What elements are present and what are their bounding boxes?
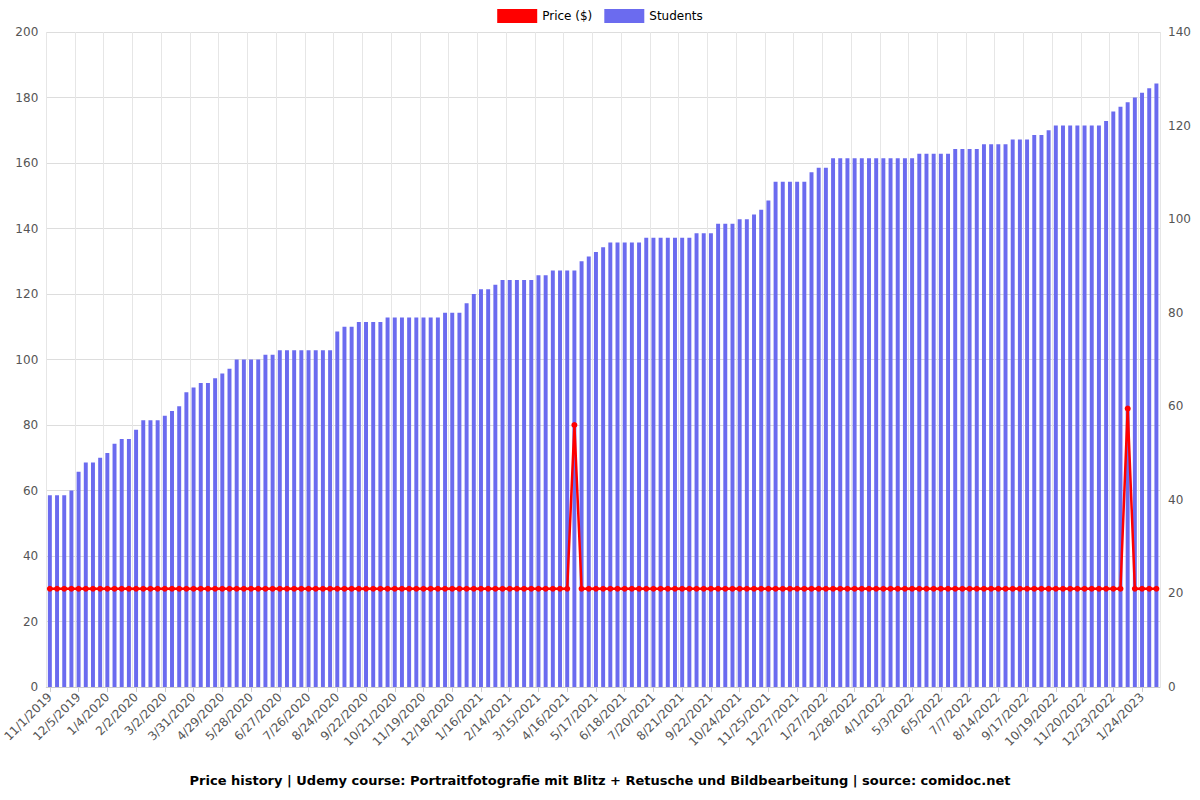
svg-text:9/22/2021: 9/22/2021 — [662, 690, 716, 744]
svg-text:40: 40 — [23, 549, 38, 563]
svg-text:3/15/2021: 3/15/2021 — [490, 690, 544, 744]
svg-text:2/2/2020: 2/2/2020 — [93, 690, 141, 738]
svg-text:7/20/2021: 7/20/2021 — [605, 690, 659, 744]
svg-text:3/31/2020: 3/31/2020 — [145, 690, 199, 744]
svg-text:11/19/2020: 11/19/2020 — [369, 690, 429, 749]
svg-text:140: 140 — [15, 222, 38, 236]
svg-text:5/3/2022: 5/3/2022 — [869, 690, 918, 738]
svg-text:7/26/2020: 7/26/2020 — [260, 690, 314, 744]
svg-text:4/29/2020: 4/29/2020 — [173, 690, 228, 744]
svg-text:5/17/2021: 5/17/2021 — [547, 690, 601, 744]
svg-text:4/16/2021: 4/16/2021 — [518, 690, 573, 744]
svg-text:8/21/2021: 8/21/2021 — [633, 690, 688, 744]
svg-text:Price history | Udemy course:: Price history | Udemy course: Portraitfo… — [190, 773, 1011, 788]
svg-text:2/28/2022: 2/28/2022 — [806, 690, 860, 744]
svg-text:100: 100 — [15, 353, 38, 367]
svg-text:1/27/2022: 1/27/2022 — [777, 690, 831, 744]
svg-text:0: 0 — [1168, 680, 1176, 694]
svg-text:6/27/2020: 6/27/2020 — [231, 690, 285, 744]
svg-text:9/17/2022: 9/17/2022 — [978, 690, 1032, 744]
svg-text:100: 100 — [1168, 212, 1191, 226]
svg-text:Students: Students — [649, 9, 703, 23]
svg-text:10/21/2020: 10/21/2020 — [341, 690, 400, 749]
svg-text:0: 0 — [31, 680, 39, 694]
svg-text:10/24/2021: 10/24/2021 — [685, 690, 745, 749]
svg-text:60: 60 — [23, 484, 38, 498]
svg-text:20: 20 — [1168, 586, 1183, 600]
svg-text:140: 140 — [1168, 25, 1191, 39]
svg-text:10/19/2022: 10/19/2022 — [1002, 690, 1061, 749]
svg-text:12/23/2022: 12/23/2022 — [1059, 690, 1119, 749]
svg-text:200: 200 — [15, 25, 38, 39]
svg-text:2/14/2021: 2/14/2021 — [461, 690, 515, 744]
svg-text:20: 20 — [23, 615, 38, 629]
svg-text:1/4/2020: 1/4/2020 — [64, 690, 113, 738]
svg-text:6/5/2022: 6/5/2022 — [897, 690, 946, 738]
svg-text:12/18/2020: 12/18/2020 — [398, 690, 458, 749]
svg-text:Price ($): Price ($) — [542, 9, 592, 23]
svg-text:1/24/2023: 1/24/2023 — [1094, 690, 1147, 743]
svg-text:60: 60 — [1168, 399, 1183, 413]
svg-text:12/27/2021: 12/27/2021 — [743, 690, 803, 749]
svg-text:8/14/2022: 8/14/2022 — [949, 690, 1004, 744]
svg-text:11/1/2019: 11/1/2019 — [1, 690, 55, 744]
svg-text:180: 180 — [15, 91, 38, 105]
svg-text:120: 120 — [1168, 119, 1191, 133]
svg-text:11/25/2021: 11/25/2021 — [714, 690, 774, 749]
svg-text:80: 80 — [1168, 306, 1183, 320]
svg-text:120: 120 — [15, 287, 38, 301]
svg-text:12/5/2019: 12/5/2019 — [30, 690, 84, 744]
svg-text:6/18/2021: 6/18/2021 — [576, 690, 630, 744]
svg-text:1/16/2021: 1/16/2021 — [432, 690, 486, 744]
svg-text:11/20/2022: 11/20/2022 — [1030, 690, 1090, 749]
svg-text:40: 40 — [1168, 493, 1183, 507]
svg-text:8/24/2020: 8/24/2020 — [288, 690, 343, 744]
svg-text:3/2/2020: 3/2/2020 — [121, 690, 170, 738]
svg-text:5/28/2020: 5/28/2020 — [202, 690, 256, 744]
svg-text:4/1/2022: 4/1/2022 — [840, 690, 889, 738]
svg-text:9/22/2020: 9/22/2020 — [317, 690, 371, 744]
svg-text:80: 80 — [23, 418, 38, 432]
svg-text:7/7/2022: 7/7/2022 — [926, 690, 975, 738]
svg-text:160: 160 — [15, 156, 38, 170]
